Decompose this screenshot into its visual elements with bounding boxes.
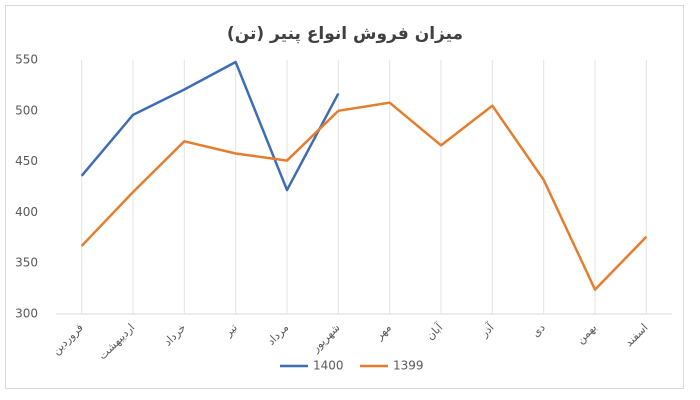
legend-label: 1400 [313, 359, 344, 373]
y-tick-label: 550 [15, 53, 38, 67]
y-tick-label: 350 [15, 256, 38, 270]
legend-label: 1399 [393, 359, 424, 373]
chart-title: میزان فروش انواع پنیر (تن) [227, 24, 463, 44]
y-tick-label: 300 [15, 307, 38, 321]
y-tick-label: 500 [15, 103, 38, 117]
series-line [80, 101, 648, 291]
y-tick-label: 400 [15, 205, 38, 219]
chart-border [5, 5, 684, 389]
series-line [80, 60, 340, 192]
y-tick-label: 450 [15, 154, 38, 168]
